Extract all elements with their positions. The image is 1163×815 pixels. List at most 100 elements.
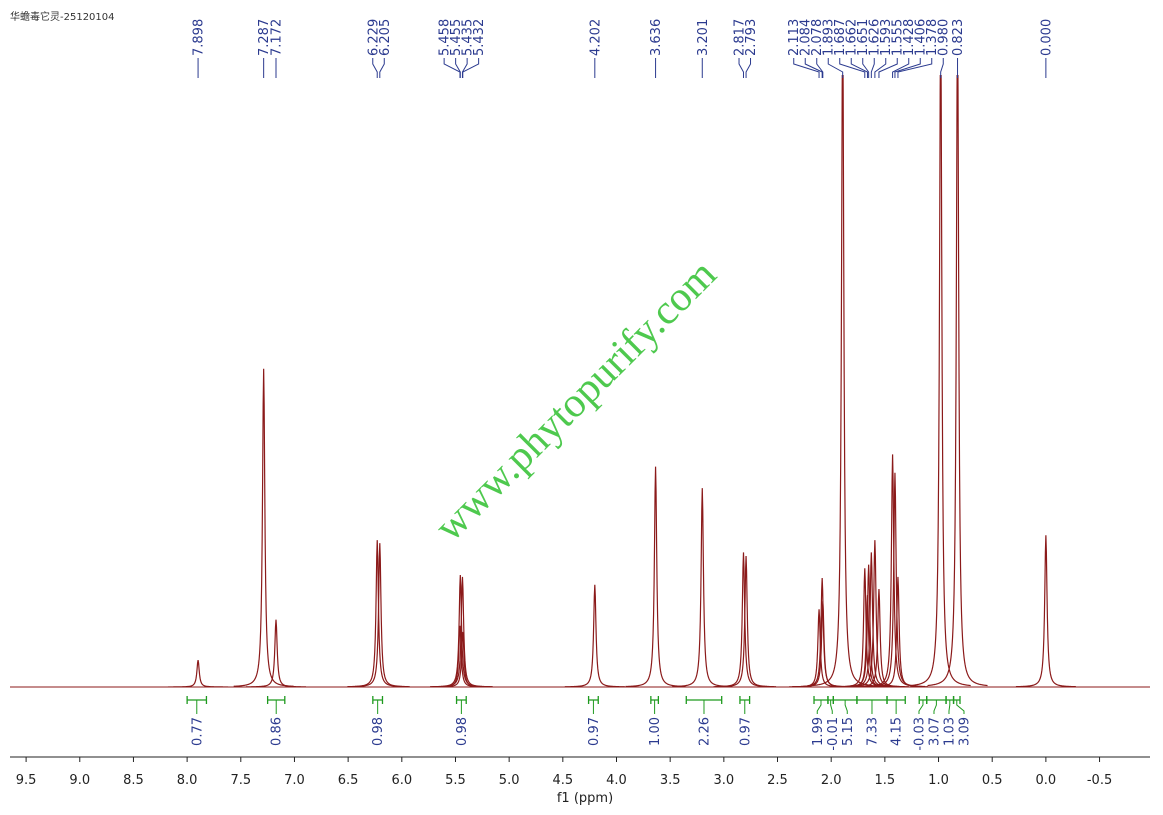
x-tick-label: 6.5 — [338, 773, 359, 788]
x-tick-label: -0.5 — [1087, 773, 1112, 788]
peak — [672, 488, 733, 688]
sample-label: 华蟾毒它灵-25120104 — [10, 10, 115, 23]
peak-leader — [862, 58, 870, 78]
peak-label: 6.229 — [366, 19, 381, 56]
peak — [910, 75, 971, 687]
x-axis-label: f1 (ppm) — [557, 791, 613, 806]
peak-label: 1.406 — [914, 19, 929, 56]
peak-leader — [827, 58, 844, 78]
peak-label: 2.084 — [799, 19, 814, 56]
peak-label: 3.636 — [649, 19, 664, 56]
peak-leader — [894, 58, 921, 78]
peak — [233, 368, 294, 687]
x-tick-label: 1.0 — [928, 773, 949, 788]
peak-leader — [372, 58, 378, 78]
peak-label: 1.662 — [845, 19, 860, 56]
peak-label: 1.428 — [902, 19, 917, 56]
peak-label: 1.893 — [822, 19, 837, 56]
peak-leader — [816, 58, 824, 78]
peak — [792, 601, 853, 688]
peak — [168, 659, 229, 688]
x-tick-label: 5.5 — [445, 773, 466, 788]
integral-leader — [918, 700, 924, 714]
peak-label: 6.205 — [378, 19, 393, 56]
x-tick-label: 0.0 — [1036, 773, 1057, 788]
integral-label: 1.99 — [811, 717, 826, 746]
x-tick-label: 8.5 — [123, 773, 144, 788]
peak-label: 1.378 — [925, 19, 940, 56]
integral-label: 0.97 — [738, 717, 753, 746]
peak-label: 3.201 — [696, 19, 711, 56]
peak — [625, 466, 686, 688]
integral-label: 0.97 — [587, 717, 602, 746]
peak-label: 7.172 — [270, 19, 285, 56]
peak-label: 1.626 — [868, 19, 883, 56]
integral-label: -0.01 — [826, 717, 841, 751]
integral-label: 1.03 — [942, 717, 957, 746]
peak — [716, 556, 777, 688]
x-tick-label: 2.0 — [821, 773, 842, 788]
peak-label: 2.793 — [744, 19, 759, 56]
x-tick-label: 9.5 — [16, 773, 37, 788]
peak-label: 1.593 — [879, 19, 894, 56]
integral-label: 7.33 — [865, 717, 880, 746]
x-tick-label: 3.5 — [660, 773, 681, 788]
peak-label: 5.432 — [472, 19, 487, 56]
integral-label: 0.98 — [371, 717, 386, 746]
integral-label: 3.07 — [927, 717, 942, 746]
x-tick-label: 3.0 — [713, 773, 734, 788]
peak-label: 0.823 — [951, 19, 966, 56]
peak — [349, 543, 410, 688]
peak-leader — [745, 58, 752, 78]
peak — [347, 540, 408, 688]
x-tick-label: 9.0 — [69, 773, 90, 788]
peak-leader — [874, 58, 887, 78]
integral-leader — [956, 700, 965, 714]
x-tick-label: 7.5 — [230, 773, 251, 788]
peak-leader — [793, 58, 820, 78]
x-tick-label: 2.5 — [767, 773, 788, 788]
integral-label: 4.15 — [890, 717, 905, 746]
integral-label: 2.26 — [697, 717, 712, 746]
peak-label: 5.455 — [449, 19, 464, 56]
peak-label: 2.113 — [787, 19, 802, 56]
peak-leader — [940, 58, 944, 78]
peak-leader — [738, 58, 744, 78]
peak — [1015, 535, 1076, 688]
peak-leader — [878, 58, 898, 78]
x-tick-label: 4.5 — [552, 773, 573, 788]
x-tick-label: 6.0 — [391, 773, 412, 788]
integral-label: 0.86 — [270, 717, 285, 746]
peak-label: 0.000 — [1039, 19, 1054, 56]
peak-label: 1.651 — [856, 19, 871, 56]
integral-label: 0.77 — [190, 717, 205, 746]
peak — [432, 631, 493, 688]
peak-label: 2.078 — [810, 19, 825, 56]
x-tick-label: 7.0 — [284, 773, 305, 788]
peak-leader — [804, 58, 823, 78]
integral-leader — [816, 700, 822, 714]
integral-leader — [933, 700, 937, 714]
peak-label: 0.980 — [937, 19, 952, 56]
peak — [848, 589, 909, 688]
x-tick-label: 0.5 — [982, 773, 1003, 788]
watermark: www.phytopurify.com — [426, 251, 725, 550]
integral-label: 1.00 — [648, 717, 663, 746]
integral-leader — [830, 700, 833, 714]
peak — [246, 619, 306, 688]
peak-label: 7.898 — [192, 19, 207, 56]
integral-label: 5.15 — [841, 717, 856, 746]
peak-label: 2.817 — [733, 19, 748, 56]
x-tick-label: 1.5 — [875, 773, 896, 788]
integral-leader — [844, 700, 848, 714]
peak-label: 4.202 — [588, 19, 603, 56]
spectrum — [10, 75, 1150, 688]
integral-label: 3.09 — [957, 717, 972, 746]
peak-leader — [455, 58, 461, 78]
peak-leader — [870, 58, 875, 78]
peak-label: 5.435 — [461, 19, 476, 56]
peak-leader — [462, 58, 480, 78]
peak — [564, 584, 625, 688]
